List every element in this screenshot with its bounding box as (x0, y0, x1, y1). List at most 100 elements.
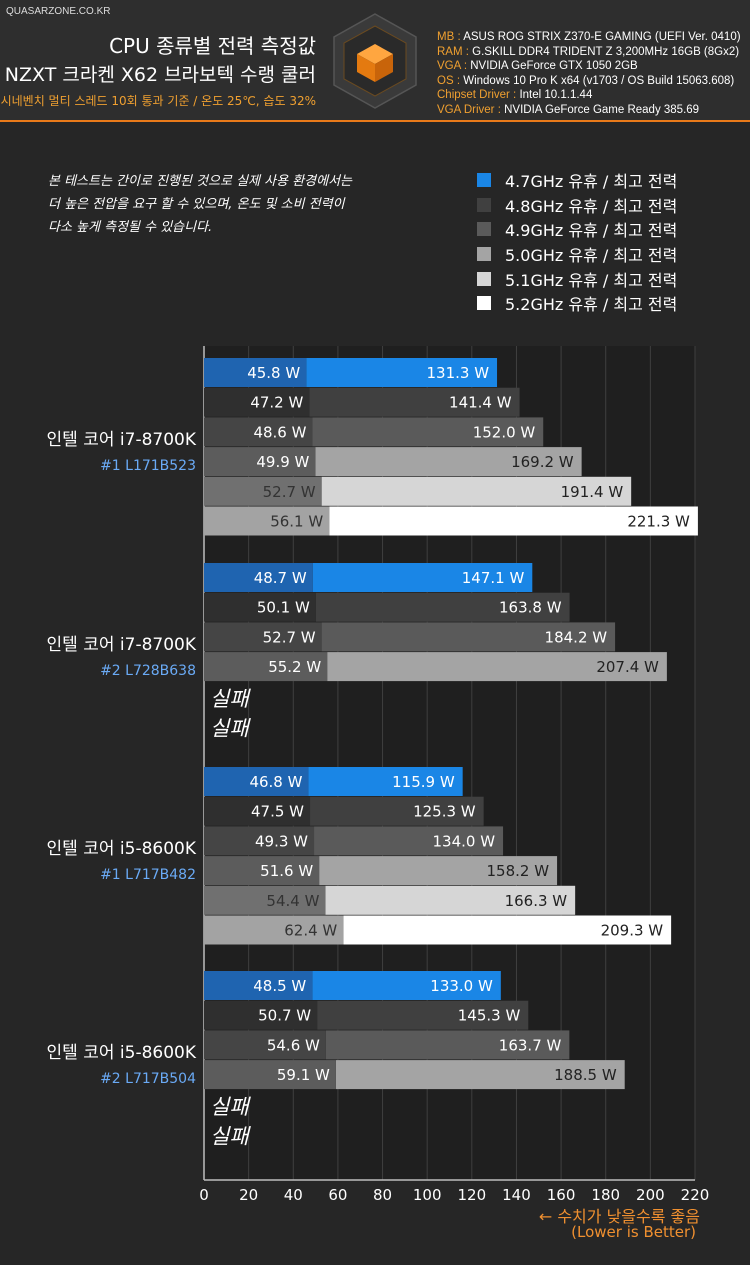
idle-power-bar (204, 826, 315, 856)
idle-value-label: 56.1 W (270, 513, 323, 531)
idle-power-bar (204, 387, 310, 417)
max-value-label: 152.0 W (473, 423, 536, 441)
idle-value-label: 52.7 W (263, 483, 316, 501)
max-power-bar (312, 417, 544, 447)
max-value-label: 147.1 W (462, 569, 525, 587)
disclaimer-line: 다소 높게 측정될 수 있습니다. (48, 220, 213, 235)
cooler-subtitle: NZXT 크라켄 X62 브라보텍 수랭 쿨러 (4, 64, 316, 86)
idle-value-label: 62.4 W (284, 922, 337, 940)
max-power-bar (310, 796, 484, 826)
cpu-name-label: 인텔 코어 i7-8700K (47, 635, 197, 655)
cpu-name-label: 인텔 코어 i5-8600K (47, 839, 197, 859)
idle-value-label: 59.1 W (277, 1066, 330, 1084)
max-value-label: 163.7 W (499, 1036, 562, 1054)
idle-power-bar (204, 417, 313, 447)
max-power-bar (321, 622, 616, 652)
legend-item: 4.7GHz 유휴 / 최고 전력 (477, 168, 677, 193)
max-power-bar (325, 1030, 570, 1060)
idle-power-bar (204, 796, 311, 826)
legend-item: 4.9GHz 유휴 / 최고 전력 (477, 217, 677, 242)
cpu-sample-label: #1 L717B482 (100, 867, 196, 883)
max-power-bar (306, 358, 498, 387)
x-tick-label: 220 (681, 1186, 710, 1204)
max-value-label: 133.0 W (430, 977, 493, 995)
idle-value-label: 51.6 W (260, 862, 313, 880)
max-power-bar (327, 652, 667, 682)
idle-value-label: 48.6 W (253, 423, 306, 441)
max-value-label: 207.4 W (596, 658, 659, 676)
idle-value-label: 47.5 W (251, 803, 304, 821)
max-value-label: 188.5 W (554, 1066, 617, 1084)
x-tick-label: 140 (502, 1186, 531, 1204)
legend-item: 5.0GHz 유휴 / 최고 전력 (477, 242, 677, 267)
max-value-label: 131.3 W (426, 364, 489, 382)
max-value-label: 125.3 W (413, 803, 476, 821)
idle-power-bar (204, 767, 309, 796)
lower-is-better-note-en: (Lower is Better) (571, 1223, 696, 1241)
max-power-bar (312, 971, 501, 1000)
spec-row: MB : ASUS ROG STRIX Z370-E GAMING (UEFI … (437, 31, 741, 43)
header-banner: QUASARZONE.CO.KR CPU 종류별 전력 측정값 NZXT 크라켄… (0, 0, 750, 122)
idle-value-label: 47.2 W (250, 394, 303, 412)
idle-value-label: 48.7 W (254, 569, 307, 587)
idle-power-bar (204, 652, 328, 682)
max-power-bar (312, 563, 533, 592)
spec-row: VGA Driver : NVIDIA GeForce Game Ready 3… (437, 103, 700, 116)
max-power-bar (309, 387, 520, 417)
test-disclaimer: 본 테스트는 간이로 진행된 것으로 실제 사용 환경에서는 더 높은 전압을 … (48, 170, 352, 239)
max-value-label: 209.3 W (601, 922, 664, 940)
idle-value-label: 54.6 W (267, 1036, 320, 1054)
max-value-label: 158.2 W (487, 862, 550, 880)
cpu-name-label: 인텔 코어 i7-8700K (47, 430, 197, 450)
idle-power-bar (204, 506, 330, 536)
site-name: QUASARZONE.CO.KR (6, 6, 111, 17)
test-spec-list: MB : ASUS ROG STRIX Z370-E GAMING (UEFI … (437, 30, 741, 118)
x-tick-label: 200 (636, 1186, 665, 1204)
disclaimer-line: 본 테스트는 간이로 진행된 것으로 실제 사용 환경에서는 (48, 174, 353, 189)
failed-label: 실패 (210, 717, 251, 741)
spec-row: VGA : NVIDIA GeForce GTX 1050 2GB (437, 60, 638, 73)
idle-power-bar (204, 622, 322, 652)
idle-value-label: 50.1 W (257, 599, 310, 617)
x-tick-label: 20 (239, 1186, 258, 1204)
idle-value-label: 55.2 W (268, 658, 321, 676)
spec-row: Chipset Driver : Intel 10.1.1.44 (437, 89, 593, 102)
legend-item: 5.1GHz 유휴 / 최고 전력 (477, 266, 677, 291)
idle-power-bar (204, 856, 320, 886)
chart-legend: 4.7GHz 유휴 / 최고 전력 4.8GHz 유휴 / 최고 전력 4.9G… (477, 168, 677, 316)
x-tick-label: 0 (199, 1186, 209, 1204)
max-value-label: 163.8 W (499, 599, 562, 617)
idle-power-bar (204, 971, 313, 1000)
max-value-label: 184.2 W (545, 628, 608, 646)
max-power-bar (317, 1000, 529, 1030)
idle-value-label: 52.7 W (263, 628, 316, 646)
idle-power-bar (204, 1060, 336, 1090)
max-power-bar (329, 506, 698, 536)
legend-swatch (477, 222, 491, 237)
max-value-label: 166.3 W (505, 892, 568, 910)
max-power-bar (315, 447, 582, 477)
x-tick-label: 160 (547, 1186, 576, 1204)
max-power-bar (315, 592, 570, 622)
max-value-label: 221.3 W (627, 513, 690, 531)
idle-power-bar (204, 592, 316, 622)
max-power-bar (335, 1060, 625, 1090)
cpu-sample-label: #1 L171B523 (100, 458, 196, 474)
idle-power-bar (204, 915, 344, 945)
quasarzone-logo-icon (333, 13, 417, 109)
x-tick-label: 40 (284, 1186, 303, 1204)
max-value-label: 141.4 W (449, 394, 512, 412)
max-power-bar (343, 915, 672, 945)
max-value-label: 115.9 W (392, 773, 455, 791)
idle-value-label: 54.4 W (266, 892, 319, 910)
idle-power-bar (204, 476, 322, 506)
legend-swatch (477, 197, 491, 212)
idle-power-bar (204, 1000, 318, 1030)
legend-item: 4.8GHz 유휴 / 최고 전력 (477, 193, 677, 218)
test-conditions: 시네벤치 멀티 스레드 10회 통과 기준 / 온도 25℃, 습도 32% (0, 94, 316, 108)
cpu-sample-label: #2 L728B638 (100, 663, 196, 679)
max-value-label: 191.4 W (561, 483, 624, 501)
x-tick-label: 60 (328, 1186, 347, 1204)
cpu-name-label: 인텔 코어 i5-8600K (47, 1043, 197, 1063)
